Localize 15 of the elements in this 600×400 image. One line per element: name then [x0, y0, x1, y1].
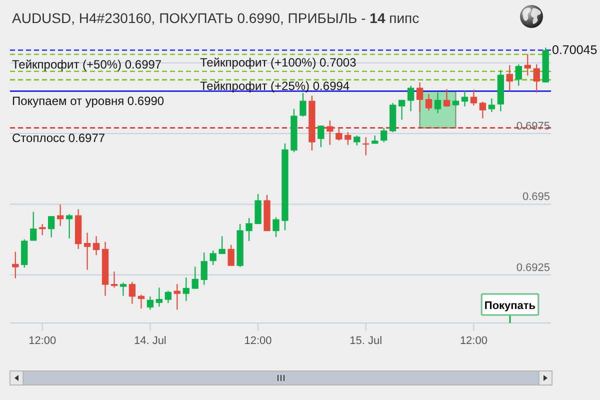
y-tick-label: 0.6925 [516, 262, 550, 274]
x-tick-label: 12:00 [460, 335, 488, 347]
chart-title: AUDUSD, H4#230160, ПОКУПАТЬ 0.6990, ПРИБЫЛЬ - 14 пипс [12, 10, 420, 26]
ref-line-label: Тейкпрофит (+50%) 0.6997 [12, 57, 162, 72]
ref-line-label: Покупаем от уровня 0.6990 [12, 94, 164, 108]
x-tick-label: 12:00 [244, 335, 272, 347]
ref-line-label: Тейкпрофит (+100%) 0.7003 [200, 55, 357, 70]
y-tick-label: 0.695 [522, 191, 550, 204]
annotation: Покупать [484, 300, 536, 312]
ref-line-label: 0.70045 [552, 43, 598, 58]
ref-line-label: Стоплосс 0.6977 [12, 130, 106, 145]
x-tick-label: 15. Jul [350, 335, 382, 347]
x-tick-label: 12:00 [28, 335, 56, 347]
ref-line-label: Тейкпрофит (+25%) 0.6994 [200, 78, 350, 93]
x-tick-label: 14. Jul [134, 335, 166, 347]
